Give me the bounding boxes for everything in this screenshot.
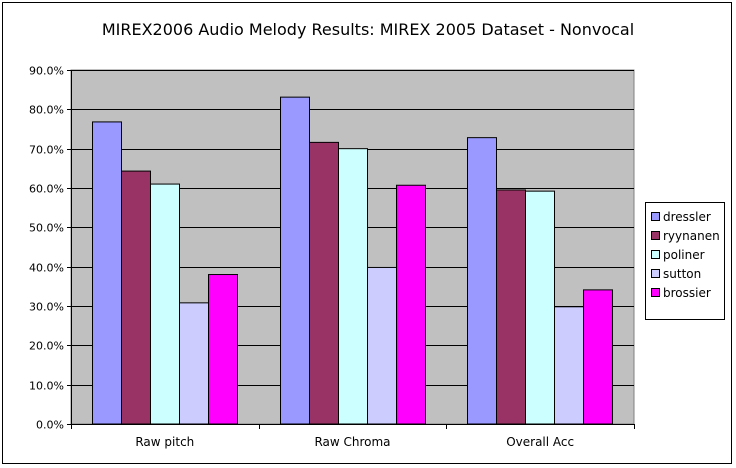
y-tick-label: 30.0% (29, 301, 64, 314)
bar-sutton (554, 306, 584, 425)
bar-poliner (525, 190, 555, 425)
legend-label: ryynanen (663, 228, 720, 243)
bar-ryynanen (121, 170, 151, 425)
y-tick-label: 40.0% (29, 262, 64, 275)
y-tick-label: 0.0% (36, 419, 64, 432)
x-tick-label: Overall Acc (506, 435, 574, 449)
legend-swatch (651, 212, 660, 221)
legend-item: dressler (651, 207, 724, 226)
y-tick-label: 20.0% (29, 340, 64, 353)
legend-swatch (651, 288, 660, 297)
legend-item: sutton (651, 264, 724, 283)
x-tick-label: Raw pitch (135, 435, 194, 449)
bar-poliner (150, 183, 180, 425)
legend: dressler ryynanen poliner sutton brossier (645, 202, 725, 320)
legend-label: sutton (663, 266, 702, 281)
legend-swatch (651, 250, 660, 259)
y-tick-label: 80.0% (29, 104, 64, 117)
y-tick-label: 10.0% (29, 380, 64, 393)
legend-label: brossier (663, 285, 711, 300)
legend-item: ryynanen (651, 226, 724, 245)
bar-dressler (280, 96, 310, 425)
bar-poliner (338, 148, 368, 425)
legend-item: brossier (651, 283, 724, 302)
x-tick-label: Raw Chroma (314, 435, 390, 449)
bar-ryynanen (309, 141, 339, 425)
bar-brossier (208, 274, 238, 425)
bar-sutton (179, 302, 209, 425)
y-tick-label: 50.0% (29, 222, 64, 235)
y-tick-label: 90.0% (29, 65, 64, 78)
legend-swatch (651, 269, 660, 278)
legend-label: dressler (663, 209, 711, 224)
legend-swatch (651, 231, 660, 240)
legend-item: poliner (651, 245, 724, 264)
y-tick-label: 70.0% (29, 144, 64, 157)
bar-dressler (92, 121, 122, 425)
bar-brossier (396, 184, 426, 425)
chart-title: MIREX2006 Audio Melody Results: MIREX 20… (101, 20, 635, 39)
bar-brossier (583, 289, 613, 425)
legend-label: poliner (663, 247, 705, 262)
bar-dressler (467, 137, 497, 425)
y-tick-label: 60.0% (29, 183, 64, 196)
bar-sutton (367, 266, 397, 425)
bar-ryynanen (496, 189, 526, 425)
